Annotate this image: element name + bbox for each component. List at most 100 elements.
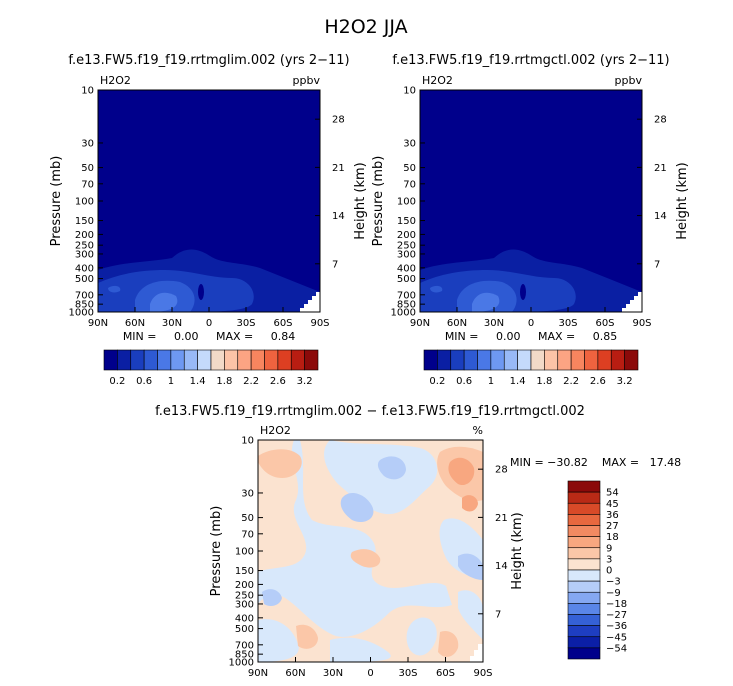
y-tick-label: 10 bbox=[241, 436, 254, 447]
panel-2: f.e13.FW5.f19_f19.rrtmgctl.002 (yrs 2−11… bbox=[371, 53, 690, 387]
colorbar-swatch bbox=[130, 349, 145, 371]
y-tick-label: 200 bbox=[397, 230, 416, 241]
colorbar-swatch bbox=[490, 349, 505, 371]
colorbar-swatch bbox=[264, 349, 279, 371]
y-tick-label: 50 bbox=[81, 163, 94, 174]
y-tick-label: 1000 bbox=[69, 308, 94, 319]
colorbar-label: −54 bbox=[606, 643, 627, 654]
x-tick-label: 90S bbox=[310, 318, 329, 329]
colorbar-label: 0.6 bbox=[456, 376, 472, 387]
panel-3: f.e13.FW5.f19_f19.rrtmglim.002 − f.e13.F… bbox=[155, 404, 681, 679]
colorbar-swatch bbox=[463, 349, 478, 371]
colorbar-swatch bbox=[103, 349, 118, 371]
colorbar-swatch bbox=[567, 480, 601, 493]
x-tick-label: 60N bbox=[285, 668, 305, 679]
y-right-tick-label: 7 bbox=[495, 609, 501, 620]
panel-1-ylabel: Pressure (mb) bbox=[49, 156, 64, 247]
colorbar-swatch bbox=[567, 514, 601, 526]
colorbar-swatch bbox=[557, 349, 572, 371]
panel-2-ylabel-right: Height (km) bbox=[675, 162, 690, 239]
y-tick-label: 200 bbox=[235, 580, 254, 591]
colorbar-swatch bbox=[170, 349, 185, 371]
colorbar-label: 0.2 bbox=[109, 376, 125, 387]
colorbar-label: 2.2 bbox=[563, 376, 579, 387]
colorbar-swatch bbox=[584, 349, 599, 371]
colorbar-swatch bbox=[597, 349, 612, 371]
colorbar-label: 1.8 bbox=[536, 376, 552, 387]
colorbar-swatch bbox=[277, 349, 292, 371]
y-right-tick-label: 28 bbox=[495, 465, 508, 476]
colorbar-swatch bbox=[567, 491, 601, 504]
y-tick-label: 70 bbox=[403, 179, 416, 190]
colorbar-swatch bbox=[567, 547, 601, 560]
y-right-tick-label: 7 bbox=[332, 259, 338, 270]
colorbar-label: 9 bbox=[606, 543, 612, 554]
colorbar-swatch bbox=[567, 636, 601, 649]
panel-3-right-label: % bbox=[473, 424, 483, 437]
x-tick-label: 60N bbox=[125, 318, 145, 329]
colorbar-swatch bbox=[567, 569, 601, 582]
panel-2-right-label: ppbv bbox=[615, 74, 643, 87]
colorbar-label: 3 bbox=[606, 554, 612, 565]
y-tick-label: 70 bbox=[241, 529, 254, 540]
x-tick-label: 90N bbox=[410, 318, 430, 329]
x-tick-label: 30S bbox=[236, 318, 255, 329]
colorbar-label: 0 bbox=[606, 566, 612, 577]
x-tick-label: 30S bbox=[558, 318, 577, 329]
y-right-tick-label: 14 bbox=[495, 561, 508, 572]
colorbar-label: 1 bbox=[168, 376, 174, 387]
colorbar-label: 0.6 bbox=[136, 376, 152, 387]
colorbar-swatch bbox=[143, 349, 158, 371]
panel-3-contours bbox=[258, 440, 483, 662]
panel-2-left-label: H2O2 bbox=[422, 74, 453, 87]
x-tick-label: 60S bbox=[595, 318, 614, 329]
x-tick-label: 60S bbox=[273, 318, 292, 329]
colorbar-swatch bbox=[250, 349, 265, 371]
y-tick-label: 1000 bbox=[391, 308, 416, 319]
x-tick-label: 0 bbox=[528, 318, 534, 329]
y-tick-label: 100 bbox=[75, 197, 94, 208]
colorbar-swatch bbox=[567, 580, 601, 593]
colorbar-label: 0.2 bbox=[429, 376, 445, 387]
colorbar-label: 2.6 bbox=[270, 376, 286, 387]
panel-3-left-label: H2O2 bbox=[260, 424, 291, 437]
x-tick-label: 30N bbox=[323, 668, 343, 679]
colorbar-label: 27 bbox=[606, 521, 619, 532]
colorbar-label: −18 bbox=[606, 599, 627, 610]
colorbar-label: −36 bbox=[606, 621, 627, 632]
y-tick-label: 50 bbox=[241, 513, 254, 524]
panel-1-title: f.e13.FW5.f19_f19.rrtmglim.002 (yrs 2−11… bbox=[68, 53, 349, 68]
y-tick-label: 250 bbox=[235, 591, 254, 602]
colorbar-swatch bbox=[290, 349, 305, 371]
y-tick-label: 1000 bbox=[229, 658, 254, 669]
y-tick-label: 100 bbox=[235, 547, 254, 558]
x-tick-label: 60S bbox=[436, 668, 455, 679]
colorbar-swatch bbox=[567, 502, 601, 515]
y-tick-label: 400 bbox=[75, 263, 94, 274]
colorbar-swatch bbox=[437, 349, 452, 371]
y-tick-label: 30 bbox=[403, 138, 416, 149]
panel-3-stats: MIN = −30.82 MAX = 17.48 bbox=[510, 456, 681, 469]
colorbar-label: −3 bbox=[606, 577, 621, 588]
x-tick-label: 90S bbox=[473, 668, 492, 679]
y-tick-label: 500 bbox=[75, 274, 94, 285]
colorbar-swatch bbox=[567, 536, 601, 549]
colorbar-label: 2.6 bbox=[590, 376, 606, 387]
x-tick-label: 90N bbox=[248, 668, 268, 679]
colorbar-label: 18 bbox=[606, 532, 619, 543]
y-tick-label: 70 bbox=[81, 179, 94, 190]
y-tick-label: 250 bbox=[397, 241, 416, 252]
y-tick-label: 850 bbox=[397, 300, 416, 311]
colorbar-swatch bbox=[224, 349, 239, 371]
colorbar-swatch bbox=[610, 349, 625, 371]
colorbar-label: 2.2 bbox=[243, 376, 259, 387]
colorbar-swatch bbox=[503, 349, 518, 371]
y-tick-label: 10 bbox=[403, 86, 416, 97]
colorbar-label: 1.8 bbox=[216, 376, 232, 387]
colorbar-swatch bbox=[117, 349, 132, 371]
colorbar-swatch bbox=[567, 614, 601, 626]
x-tick-label: 60N bbox=[447, 318, 467, 329]
y-tick-label: 500 bbox=[235, 624, 254, 635]
y-tick-label: 400 bbox=[397, 263, 416, 274]
